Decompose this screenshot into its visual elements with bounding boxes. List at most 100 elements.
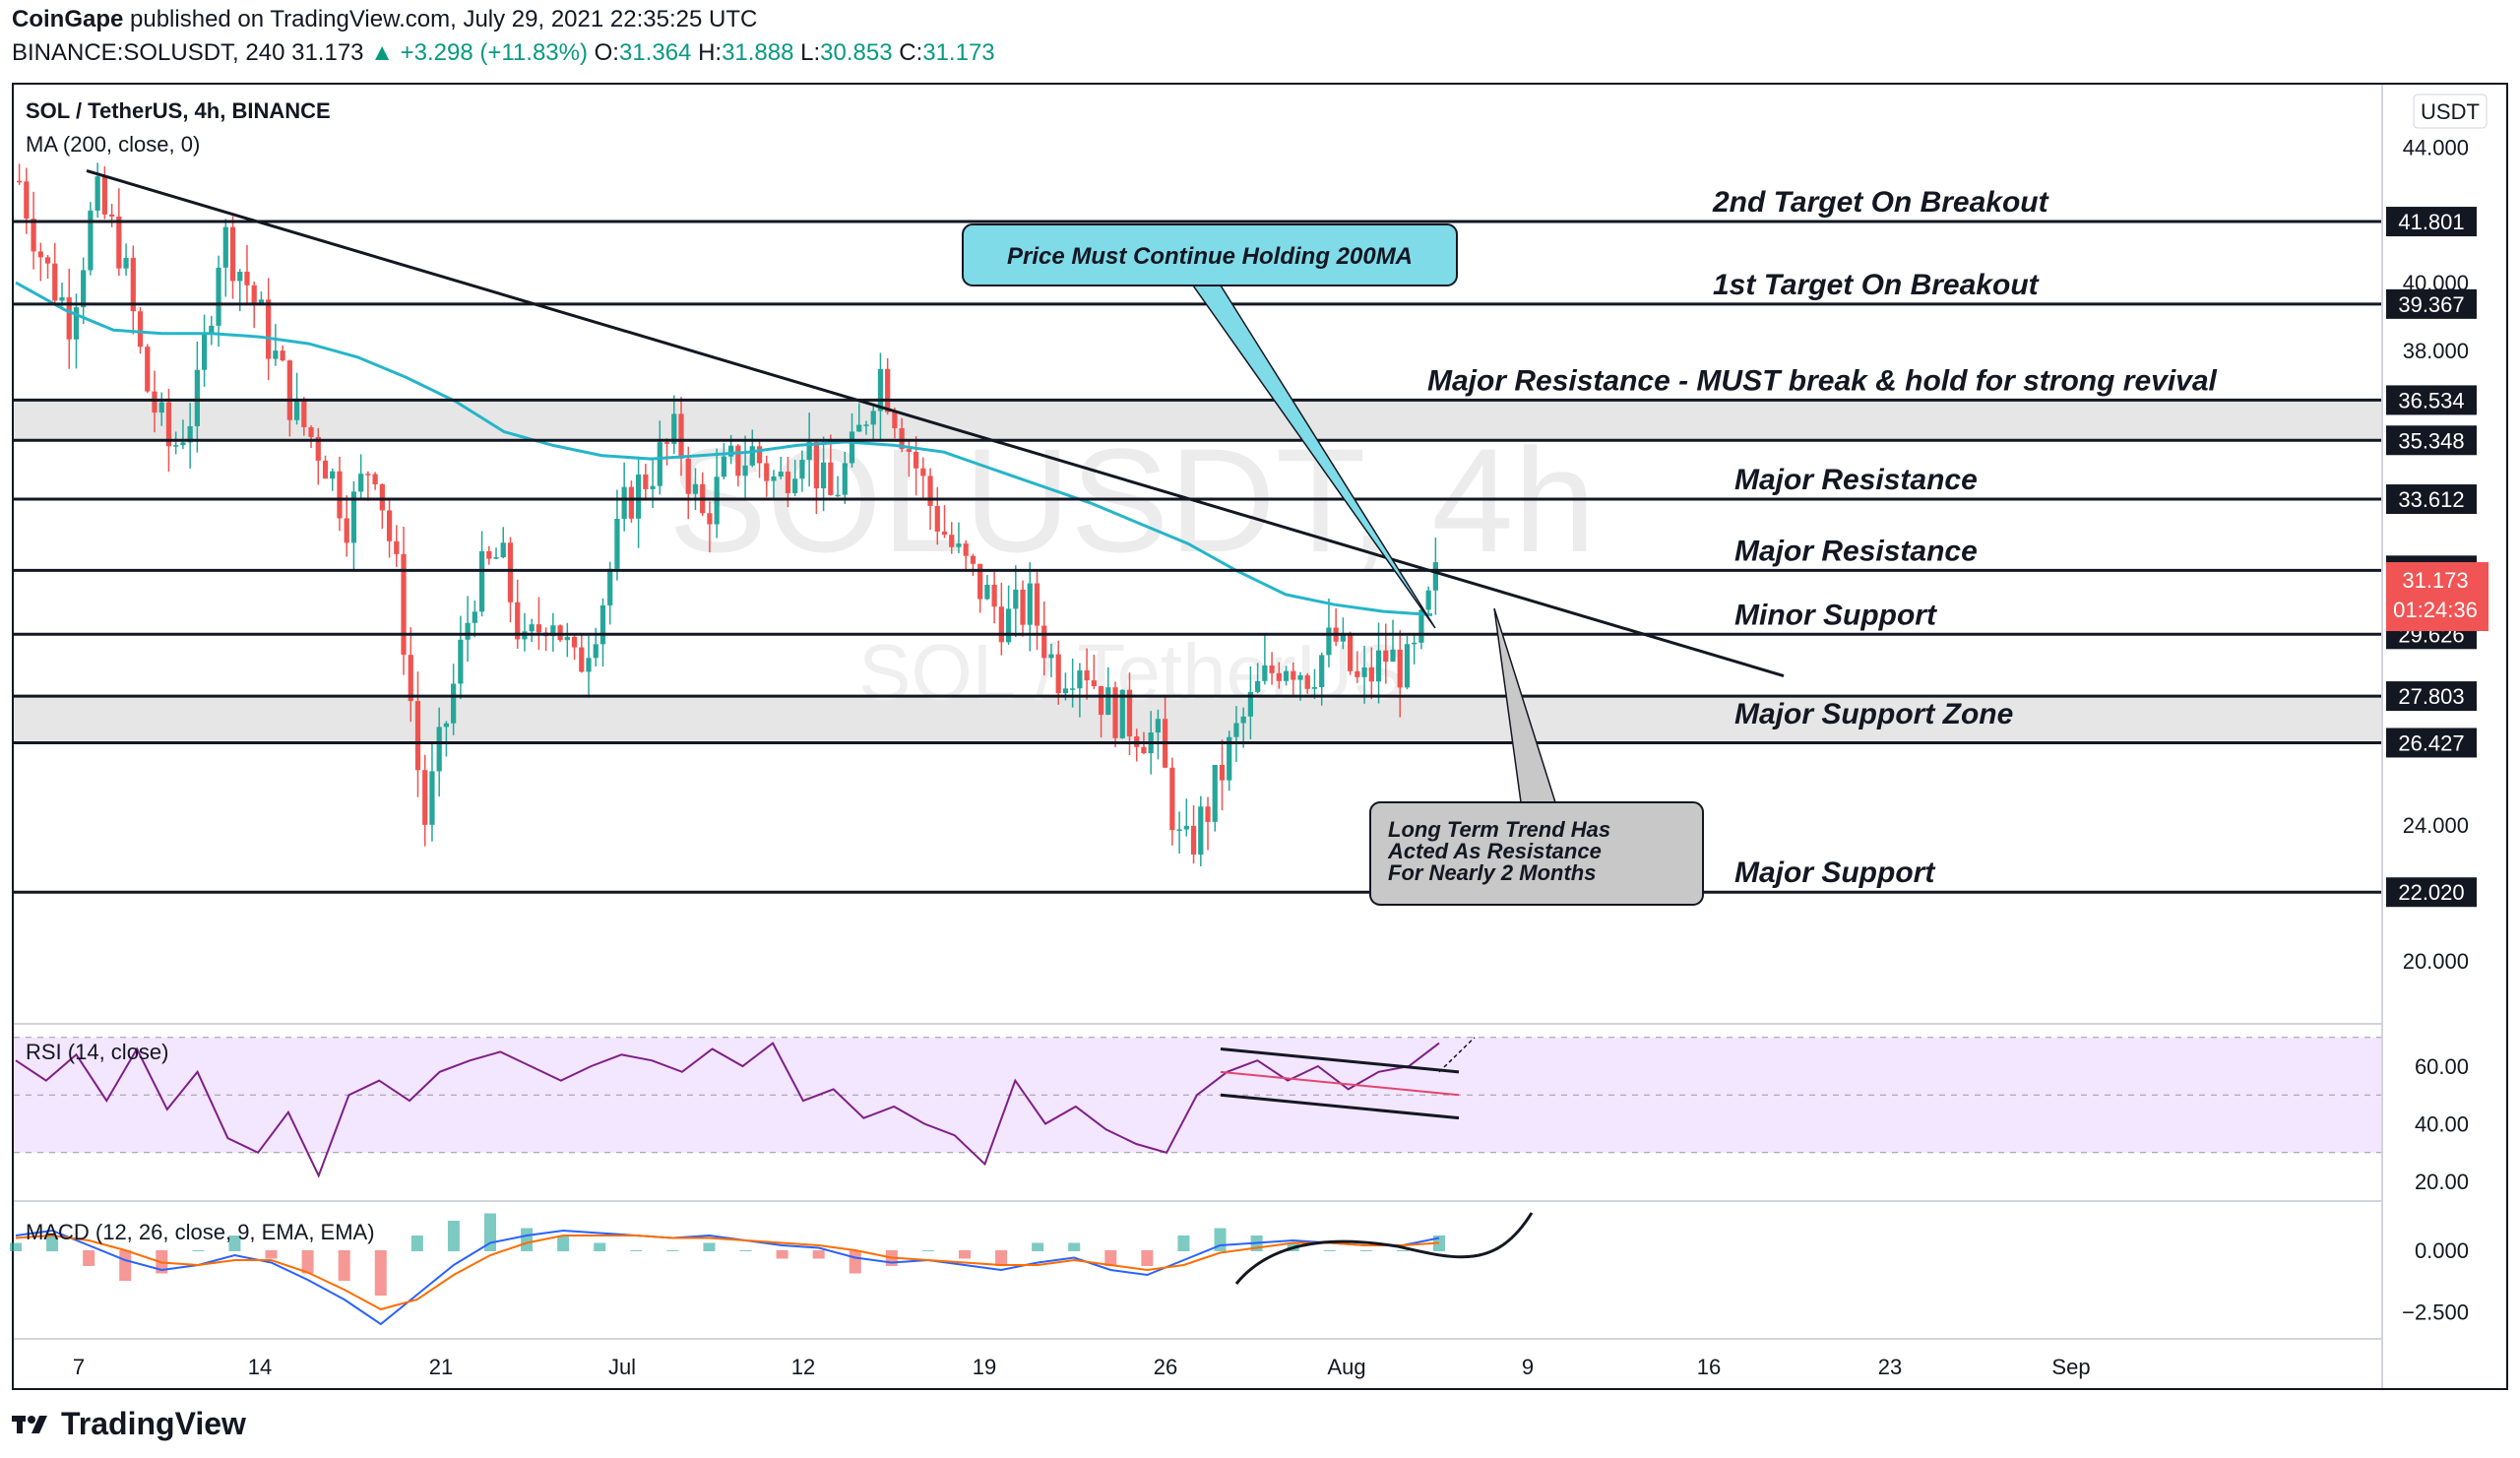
x-tick-label: 21 [429,1355,453,1379]
candle-body [707,513,713,525]
macd-line [15,1229,1440,1326]
change-value: ▲ +3.298 (+11.83%) [370,39,588,66]
candle-body [1198,806,1204,856]
candle-body [806,441,812,461]
candle-body [17,180,23,183]
macd-histogram-bar [995,1250,1008,1266]
candle-body [1432,562,1438,591]
level-annotation: Major Support Zone [1734,698,2013,730]
candle-body [621,486,627,519]
candle-body [1126,689,1133,737]
candle-body [1418,609,1424,643]
candle-body [1375,650,1382,682]
candle-body [358,474,364,492]
publish-line: CoinGape published on TradingView.com, J… [12,6,757,33]
candle-body [970,555,976,564]
candle-body [1169,767,1175,831]
level-price-box [2386,425,2477,456]
candle-body [443,723,450,728]
candle-body [949,535,955,547]
candle-body [785,472,791,493]
candle-body [350,491,357,543]
candle-body [1070,688,1076,690]
zone-band-0 [14,400,2382,441]
callout-text-gray: For Nearly 2 Months [1388,860,1596,885]
candle-body [835,494,841,497]
candle-body [209,325,215,335]
macd-histogram-bar [1177,1236,1190,1251]
rsi-breakout-arrow [1438,1037,1476,1073]
candle-body [1119,689,1125,738]
x-tick-label: 7 [73,1355,85,1379]
candle-body [599,604,606,645]
candle-body [863,424,869,426]
macd-histogram-bar [1068,1242,1081,1251]
candle-body [152,391,158,413]
candle-body [1212,764,1218,822]
candle-body [286,360,292,420]
candle-body [657,442,662,486]
candle-body [742,465,748,476]
candle-body [636,474,642,519]
candle-body [1283,670,1290,681]
candle-body [749,446,755,466]
candle-body [229,226,236,282]
candle-body [550,625,556,637]
macd-histogram-bar [10,1242,22,1251]
candle-body [1348,633,1354,671]
candle-body [422,770,428,825]
price-tick-label: 40.000 [2403,271,2469,295]
candle-body [322,460,329,479]
candle-body [1361,666,1367,677]
candle-body [216,267,221,326]
low-label: L: [800,39,821,66]
x-tick-label: Jul [608,1355,636,1379]
candle-body [194,369,200,426]
macd-histogram-bar [594,1242,606,1251]
candle-body [308,426,314,437]
rsi-tick-label: 20.00 [2415,1170,2469,1194]
candle-body [828,462,834,495]
macd-histogram-bar [1396,1250,1409,1251]
candle-body [180,442,186,446]
candle-body [1084,669,1090,681]
macd-histogram-bar [666,1250,679,1251]
candle-body [451,683,457,724]
footer-brand: TradingView [61,1406,246,1441]
candle-body [414,701,421,771]
macd-tick-label: −2.500 [2402,1300,2469,1325]
close-label: C: [899,39,923,66]
macd-legend: MACD (12, 26, close, 9, EMA, EMA) [26,1220,375,1244]
x-tick-label: 16 [1697,1355,1721,1379]
candle-body [173,445,179,447]
candle-body [515,602,521,640]
candle-body [1098,686,1104,716]
candle-body [1311,686,1318,689]
candle-body [913,451,919,469]
candle-body [394,540,400,554]
candle-body [1262,665,1268,681]
candle-body [764,463,770,481]
candle-body [920,468,926,476]
candle-body [372,474,378,484]
candle-body [500,542,506,558]
x-tick-label: 12 [791,1355,815,1379]
candle-body [379,483,385,511]
candle-body [1397,649,1403,688]
candle-body [1425,590,1431,610]
candle-body [66,297,72,340]
candle-body [792,478,798,493]
candle-body [408,655,413,702]
candle-body [927,475,933,506]
macd-histogram-bar [228,1236,241,1251]
level-price-box [2386,207,2477,237]
candle-body [130,257,136,312]
x-tick-label: 19 [973,1355,996,1379]
candle-body [465,622,471,640]
price-tick-label: 38.000 [2403,339,2469,363]
candle-body [1005,608,1012,643]
candle-body [721,456,726,477]
candle-body [1077,669,1083,689]
candle-body [956,543,962,547]
